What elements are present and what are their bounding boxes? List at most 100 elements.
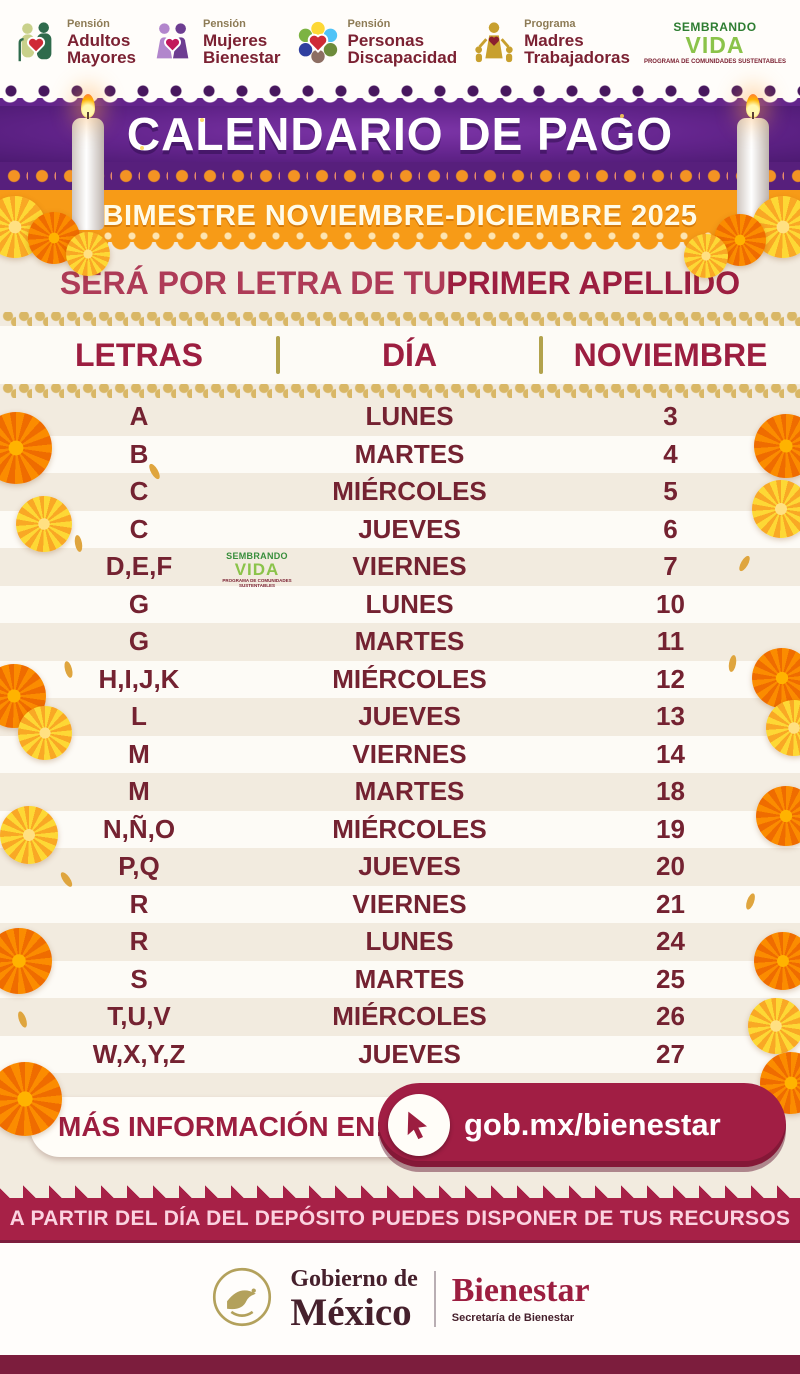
row-letters: C bbox=[129, 476, 149, 507]
candle-left bbox=[72, 94, 104, 230]
marigold-flower bbox=[18, 706, 72, 760]
row-letters: G bbox=[128, 588, 150, 619]
row-date: 7 bbox=[663, 551, 678, 582]
notice-text: A PARTIR DEL DÍA DEL DEPÓSITO PUEDES DIS… bbox=[9, 1207, 791, 1230]
bienestar-wordmark: Bienestar Secretaría de Bienestar bbox=[451, 1272, 590, 1325]
intro-regular-text: SERÁ POR LETRA DE TU bbox=[59, 265, 447, 301]
row-letters: G bbox=[128, 626, 150, 657]
madres-trabajadoras-icon bbox=[475, 21, 513, 62]
marigold-flower bbox=[754, 414, 800, 478]
candle-flame bbox=[746, 94, 760, 118]
poster-title: CALENDARIO DE PAGO bbox=[126, 108, 674, 160]
program-name-line2: Bienestar bbox=[203, 48, 281, 67]
marigold-flower bbox=[0, 806, 58, 864]
papel-picado-scallop bbox=[0, 98, 800, 106]
table-row: G MARTES 11 bbox=[0, 623, 800, 661]
banner-purple: CALENDARIO DE PAGO bbox=[0, 106, 800, 162]
sembrando-vida-logo: SEMBRANDO VIDA PROGRAMA DE COMUNIDADES S… bbox=[644, 21, 786, 65]
table-row: D,E,F SEMBRANDO VIDA PROGRAMA DE COMUNIDADE… bbox=[0, 548, 800, 588]
table-row: R LUNES 24 bbox=[0, 923, 800, 961]
row-letters: C bbox=[129, 513, 149, 544]
candle-right bbox=[737, 94, 769, 230]
table-row: C MIÉRCOLES 5 bbox=[0, 473, 800, 511]
bienestar-text: Bienestar bbox=[451, 1272, 590, 1309]
footer-divider bbox=[433, 1271, 436, 1327]
table-row: G LUNES 10 bbox=[0, 585, 800, 623]
program-kicker: Pensión bbox=[347, 17, 391, 30]
marigold-flower bbox=[684, 234, 728, 278]
bottom-maroon-bar bbox=[0, 1355, 800, 1374]
mexico-seal-icon bbox=[210, 1265, 274, 1334]
watermark-line: PROGRAMA DE COMUNIDADES SUSTENTABLES bbox=[222, 578, 292, 588]
table-row: B MARTES 4 bbox=[0, 435, 800, 473]
program-kicker: Pensión bbox=[203, 17, 246, 30]
row-letters: H,I,J,K bbox=[98, 663, 180, 694]
row-date: 4 bbox=[663, 438, 678, 469]
sparkle bbox=[200, 118, 204, 122]
row-day: LUNES bbox=[365, 588, 454, 619]
table-row: R VIERNES 21 bbox=[0, 885, 800, 923]
row-date: 11 bbox=[656, 626, 685, 657]
government-footer: Gobierno de México Bienestar Secretaría … bbox=[0, 1240, 800, 1355]
row-letters: T,U,V bbox=[107, 1001, 171, 1032]
row-day: VIERNES bbox=[352, 551, 467, 582]
row-letters: M bbox=[128, 738, 150, 769]
row-letters: R bbox=[129, 926, 149, 957]
gob-mx-bienestar-button[interactable]: gob.mx/bienestar bbox=[378, 1083, 786, 1167]
row-date: 19 bbox=[656, 813, 685, 844]
program-madres-trabajadoras: Programa Madres Trabajadoras bbox=[471, 18, 630, 67]
row-date: 10 bbox=[656, 588, 685, 619]
banner-orange: BIMESTRE NOVIEMBRE-DICIEMBRE 2025 bbox=[0, 190, 800, 242]
program-name-line2: Trabajadoras bbox=[524, 48, 630, 67]
marigold-flower bbox=[752, 648, 800, 708]
marigold-flower bbox=[16, 496, 72, 552]
table-row: A LUNES 3 bbox=[0, 398, 800, 436]
row-day: VIERNES bbox=[352, 888, 467, 919]
sembrando-vida-watermark: SEMBRANDO VIDA PROGRAMA DE COMUNIDADES SUS… bbox=[218, 552, 296, 588]
table-row: L JUEVES 13 bbox=[0, 698, 800, 736]
papel-picado-flower-border bbox=[0, 162, 800, 190]
program-name-line1: Personas bbox=[347, 30, 425, 50]
row-letters: S bbox=[130, 963, 148, 994]
row-letters: M bbox=[128, 776, 150, 807]
row-letters: N,Ñ,O bbox=[102, 813, 176, 844]
cursor-icon bbox=[388, 1094, 450, 1156]
row-date: 21 bbox=[656, 888, 685, 919]
row-date: 6 bbox=[663, 513, 678, 544]
program-name-line1: Mujeres bbox=[203, 30, 268, 50]
program-name-line1: Madres bbox=[524, 30, 584, 50]
row-letters: L bbox=[131, 701, 147, 732]
zigzag-edge bbox=[0, 1184, 800, 1198]
sembrando-vida-line1: SEMBRANDO bbox=[673, 19, 757, 34]
table-row: P,Q JUEVES 20 bbox=[0, 848, 800, 886]
marigold-flower bbox=[66, 232, 110, 276]
gobierno-de-text: Gobierno de bbox=[290, 1265, 418, 1292]
intro-line: SERÁ POR LETRA DE TU PRIMER APELLIDO bbox=[0, 255, 800, 312]
table-body: A LUNES 3 B MARTES 4 C MIÉRCOLES 5 C JUEVES 6 D,E,F S… bbox=[0, 398, 800, 1073]
row-date: 18 bbox=[656, 776, 685, 807]
papel-picado-dots bbox=[0, 85, 800, 98]
gobierno-de-mexico-wordmark: Gobierno de México bbox=[290, 1267, 417, 1332]
table-row: S MARTES 25 bbox=[0, 960, 800, 998]
table-row: H,I,J,K MIÉRCOLES 12 bbox=[0, 660, 800, 698]
candle-flame bbox=[81, 94, 95, 118]
row-day: MARTES bbox=[354, 776, 465, 807]
row-letters: R bbox=[129, 888, 149, 919]
row-letters: B bbox=[129, 438, 149, 469]
more-info-label-suffix: EN: bbox=[328, 1111, 385, 1142]
table-row: N,Ñ,O MIÉRCOLES 19 bbox=[0, 810, 800, 848]
personas-discapacidad-icon bbox=[298, 21, 337, 63]
program-mujeres-bienestar: Pensión Mujeres Bienestar bbox=[150, 17, 281, 67]
row-date: 14 bbox=[656, 738, 685, 769]
row-day: MIÉRCOLES bbox=[332, 1001, 487, 1032]
row-day: MIÉRCOLES bbox=[332, 476, 487, 507]
sembrando-vida-line2: VIDA bbox=[685, 31, 745, 58]
row-date: 27 bbox=[656, 1038, 685, 1069]
sembrando-vida-tagline: PROGRAMA DE COMUNIDADES SUSTENTABLES bbox=[643, 58, 786, 65]
row-day: MARTES bbox=[354, 963, 465, 994]
row-date: 5 bbox=[663, 476, 678, 507]
candle-wick bbox=[752, 112, 754, 119]
mexico-text: México bbox=[290, 1290, 412, 1334]
table-row: M VIERNES 14 bbox=[0, 735, 800, 773]
